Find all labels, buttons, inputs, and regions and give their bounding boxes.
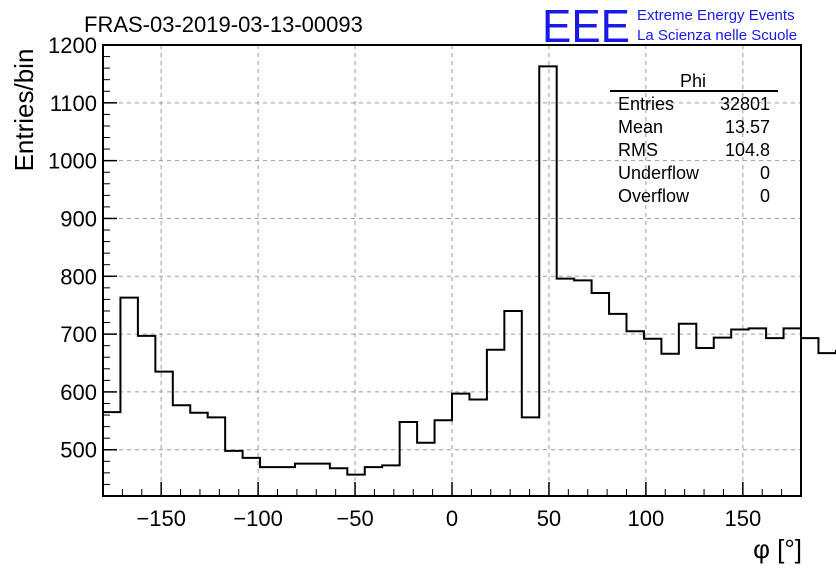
histogram-bin — [452, 394, 469, 496]
brand-line-1: Extreme Energy Events — [637, 7, 795, 24]
x-axis-title: φ [°] — [753, 534, 802, 564]
stats-row-label: Mean — [618, 117, 663, 137]
stats-row-label: Entries — [618, 94, 674, 114]
histogram-bin — [487, 350, 504, 496]
stats-row-value: 0 — [760, 163, 770, 183]
histogram-bin — [312, 464, 329, 496]
x-tick-label: 50 — [537, 506, 561, 531]
histogram-bin — [661, 354, 678, 496]
histogram-bin — [295, 464, 312, 496]
y-tick-label: 900 — [60, 206, 97, 231]
histogram-bin — [400, 422, 417, 496]
histogram-bin — [138, 336, 155, 496]
stats-box: Phi Entries 32801 Mean 13.57 RMS 104.8 Underfl… — [610, 71, 778, 206]
y-tick-label: 600 — [60, 380, 97, 405]
axis-ticks — [103, 44, 783, 497]
histogram-bin — [225, 451, 242, 496]
y-tick-label: 800 — [60, 264, 97, 289]
histogram-bin — [574, 280, 591, 496]
histogram-bin — [382, 465, 399, 496]
x-tick-label: 150 — [724, 506, 761, 531]
grid-lines — [103, 44, 801, 496]
y-tick-label: 1200 — [48, 33, 97, 58]
histogram-bin — [627, 331, 644, 496]
histogram-bin — [435, 420, 452, 496]
histogram-bin — [818, 353, 835, 496]
histogram-bin — [208, 417, 225, 496]
histogram-bin — [539, 66, 556, 496]
histogram-bin — [260, 467, 277, 496]
x-tick-label: −150 — [136, 506, 186, 531]
brand-line-2: La Scienza nelle Scuole — [637, 27, 797, 44]
stats-box-rows: Entries 32801 Mean 13.57 RMS 104.8 Underflow 0 O… — [618, 94, 770, 206]
stats-row-label: RMS — [618, 140, 658, 160]
x-tick-label: −100 — [233, 506, 283, 531]
y-tick-label: 1000 — [48, 149, 97, 174]
histogram-bin — [696, 348, 713, 496]
eee-logo: EEE — [542, 0, 630, 52]
x-tick-label: −50 — [336, 506, 373, 531]
histogram-bin — [714, 338, 731, 496]
y-axis-title: Entries/bin — [9, 49, 39, 172]
histogram-bin — [469, 399, 486, 496]
stats-row-value: 32801 — [720, 94, 770, 114]
y-tick-label: 700 — [60, 322, 97, 347]
chart-title: FRAS-03-2019-03-13-00093 — [84, 12, 363, 37]
histogram-bin — [155, 372, 172, 496]
histogram-bin — [801, 338, 818, 496]
stats-row-value: 104.8 — [725, 140, 770, 160]
histogram-bin — [731, 329, 748, 496]
stats-row-label: Overflow — [618, 186, 690, 206]
histogram-series — [102, 65, 836, 496]
histogram-bin — [784, 328, 801, 496]
histogram-bin — [644, 339, 661, 496]
histogram-bin — [609, 314, 626, 496]
histogram-bin — [190, 413, 207, 496]
eee-branding: EEE Extreme Energy Events La Scienza nel… — [542, 0, 797, 52]
stats-row-value: 13.57 — [725, 117, 770, 137]
stats-row-label: Underflow — [618, 163, 700, 183]
y-tick-labels: 500 600 700 800 900 1000 1100 1200 — [48, 33, 97, 463]
histogram-outline — [102, 65, 836, 496]
histogram-bin — [504, 311, 521, 496]
x-tick-label: 0 — [446, 506, 458, 531]
histogram-bin — [120, 298, 137, 496]
stats-box-title: Phi — [680, 71, 706, 91]
histogram-bin — [679, 324, 696, 496]
histogram-bin — [557, 279, 574, 496]
stats-row-value: 0 — [760, 186, 770, 206]
histogram-bin — [766, 338, 783, 496]
histogram-bin — [365, 467, 382, 496]
histogram-bin — [522, 417, 539, 496]
y-tick-label: 500 — [60, 438, 97, 463]
histogram-bin — [278, 467, 295, 496]
y-tick-label: 1100 — [50, 91, 97, 116]
histogram-bin — [347, 475, 364, 496]
x-tick-label: 100 — [628, 506, 665, 531]
histogram-bin — [592, 293, 609, 496]
histogram-bin — [103, 412, 120, 496]
histogram-bin — [417, 443, 434, 496]
x-tick-labels: −150 −100 −50 0 50 100 150 — [136, 506, 761, 531]
histogram-bin — [749, 328, 766, 496]
histogram-bin — [330, 468, 347, 496]
histogram-bin — [173, 405, 190, 496]
